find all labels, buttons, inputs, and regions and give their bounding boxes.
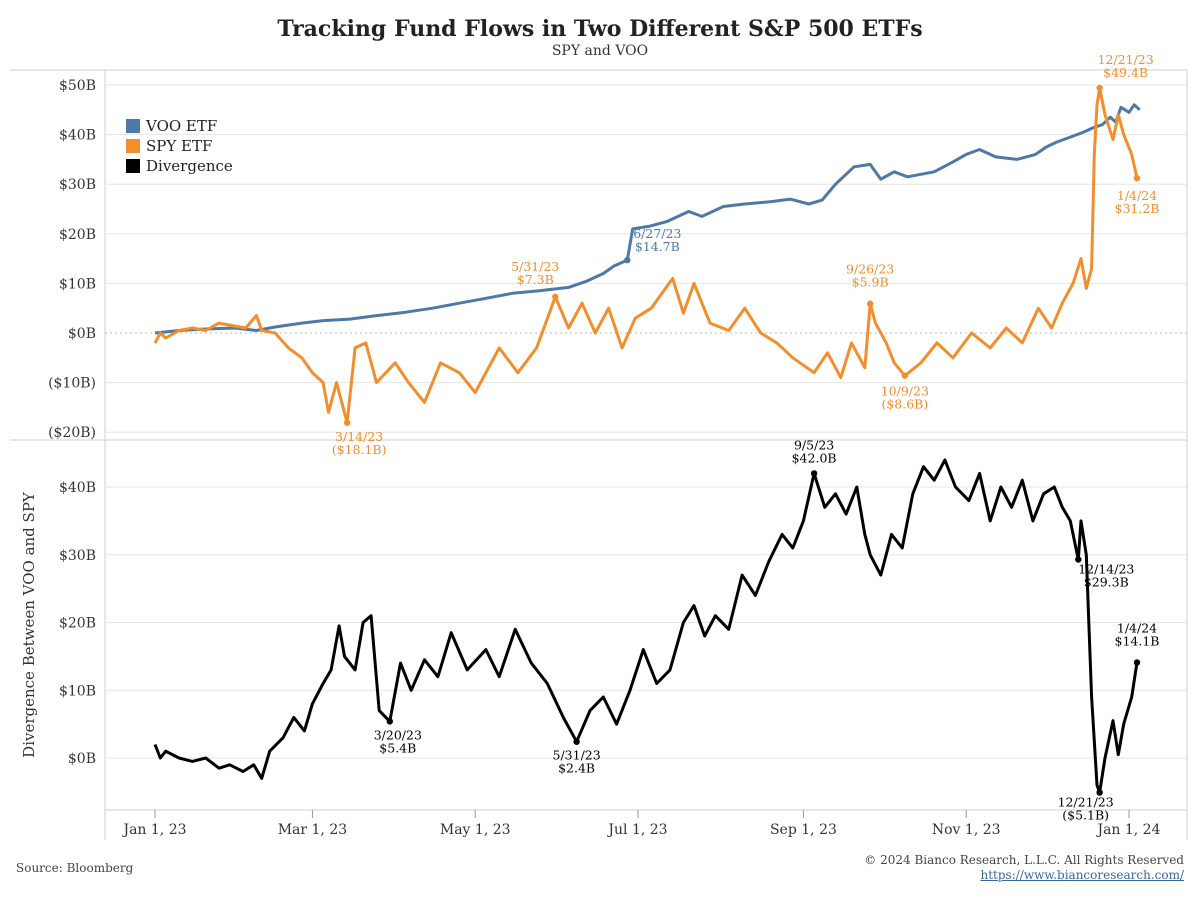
top-annotation-dot bbox=[866, 300, 874, 307]
bottom-annotation-value: $29.3B bbox=[1084, 574, 1129, 589]
bottom-y-tick-label: $10B bbox=[59, 683, 96, 699]
top-annotation-date: 10/9/23 bbox=[881, 384, 929, 399]
top-y-tick-label: $0B bbox=[68, 326, 96, 342]
bottom-annotation-value: $42.0B bbox=[792, 450, 837, 465]
spy-series-line bbox=[153, 86, 1139, 425]
bottom-y-tick-label: $40B bbox=[59, 480, 96, 496]
bottom-annotation-value: $14.1B bbox=[1115, 633, 1160, 648]
top-y-tick-label: $40B bbox=[59, 128, 96, 144]
legend-spy-label: SPY ETF bbox=[146, 137, 212, 155]
top-annotation-dot bbox=[552, 293, 559, 300]
x-tick-label: May 1, 23 bbox=[440, 822, 511, 838]
top-annotation-dot bbox=[624, 256, 631, 264]
x-tick-label: Nov 1, 23 bbox=[932, 822, 1001, 838]
x-tick-label: Jan 1, 23 bbox=[121, 822, 186, 838]
top-y-tick-label: $20B bbox=[59, 227, 96, 243]
bottom-annotation-date: 12/14/23 bbox=[1078, 561, 1134, 576]
bottom-y-tick-label: $20B bbox=[59, 616, 96, 632]
website-link[interactable]: https://www.biancoresearch.com/ bbox=[980, 868, 1184, 882]
top-annotation-value: ($8.6B) bbox=[881, 397, 928, 412]
x-tick-label: Jul 1, 23 bbox=[606, 822, 667, 838]
bottom-annotation-date: 9/5/23 bbox=[794, 437, 834, 452]
legend-spy-swatch bbox=[126, 139, 140, 153]
bottom-annotation-value: $5.4B bbox=[379, 740, 416, 755]
bottom-annotation-date: 12/21/23 bbox=[1058, 795, 1114, 810]
bottom-annotation-dot bbox=[573, 738, 580, 745]
bottom-annotation-dot bbox=[1133, 659, 1141, 666]
bottom-annotation-date: 1/4/24 bbox=[1117, 620, 1157, 635]
bottom-annotation-dot bbox=[1075, 556, 1082, 563]
top-y-tick-label: ($20B) bbox=[48, 425, 96, 441]
top-annotation-dot bbox=[1096, 84, 1103, 92]
bottom-annotation-date: 5/31/23 bbox=[553, 748, 601, 763]
top-y-tick-label: ($10B) bbox=[48, 376, 96, 392]
bottom-annotation-date: 3/20/23 bbox=[374, 727, 422, 742]
source-note: Source: Bloomberg bbox=[16, 861, 134, 875]
bottom-y-tick-label: $0B bbox=[68, 751, 96, 767]
copyright-note: © 2024 Bianco Research, L.L.C. All Right… bbox=[864, 853, 1184, 867]
fund-flows-chart: ($20B) ($10B) $0B $10B $20B $30B $40B $50B $0B $1… bbox=[10, 52, 1188, 840]
top-annotation-value: $14.7B bbox=[635, 239, 680, 254]
top-annotation-date: 1/4/24 bbox=[1117, 188, 1157, 203]
legend-voo-swatch bbox=[126, 119, 140, 133]
voo-series-line bbox=[154, 103, 1141, 335]
top-annotation-value: ($18.1B) bbox=[332, 442, 387, 457]
top-annotation-date: 3/14/23 bbox=[335, 429, 383, 444]
legend-divergence-label: Divergence bbox=[146, 157, 233, 175]
bottom-annotation-dot bbox=[1096, 789, 1103, 796]
top-annotation-value: $7.3B bbox=[517, 272, 554, 287]
top-annotation-date: 6/27/23 bbox=[633, 226, 681, 241]
chart-title: Tracking Fund Flows in Two Different S&P… bbox=[277, 16, 923, 42]
top-annotation-date: 12/21/23 bbox=[1098, 52, 1154, 67]
bottom-annotation-value: ($5.1B) bbox=[1062, 808, 1109, 823]
top-annotation-date: 5/31/23 bbox=[511, 259, 559, 274]
x-tick-label: Jan 1, 24 bbox=[1095, 822, 1160, 838]
bottom-annotation-dot bbox=[810, 470, 818, 477]
divergence-series-line bbox=[153, 458, 1139, 795]
top-annotation-dot bbox=[343, 419, 351, 426]
bottom-annotation-dot bbox=[386, 718, 394, 725]
legend-divergence-swatch bbox=[126, 159, 140, 173]
x-tick-label: Mar 1, 23 bbox=[278, 822, 347, 838]
x-tick-label: Sep 1, 23 bbox=[770, 822, 837, 838]
top-y-tick-label: $10B bbox=[59, 276, 96, 292]
bottom-annotation-value: $2.4B bbox=[558, 761, 595, 776]
top-annotation-date: 9/26/23 bbox=[846, 262, 894, 277]
top-annotation-dot bbox=[901, 372, 909, 379]
bottom-y-tick-label: $30B bbox=[59, 548, 96, 564]
top-annotation-value: $49.4B bbox=[1103, 65, 1148, 80]
top-y-tick-label: $30B bbox=[59, 177, 96, 193]
top-annotation-dot bbox=[1133, 175, 1141, 182]
top-y-tick-label: $50B bbox=[59, 78, 96, 94]
bottom-y-axis-label: Divergence Between VOO and SPY bbox=[20, 491, 38, 758]
chart-subtitle: SPY and VOO bbox=[551, 43, 649, 59]
legend-voo-label: VOO ETF bbox=[145, 117, 217, 135]
top-annotation-value: $5.9B bbox=[852, 275, 889, 290]
top-annotation-value: $31.2B bbox=[1115, 201, 1160, 216]
